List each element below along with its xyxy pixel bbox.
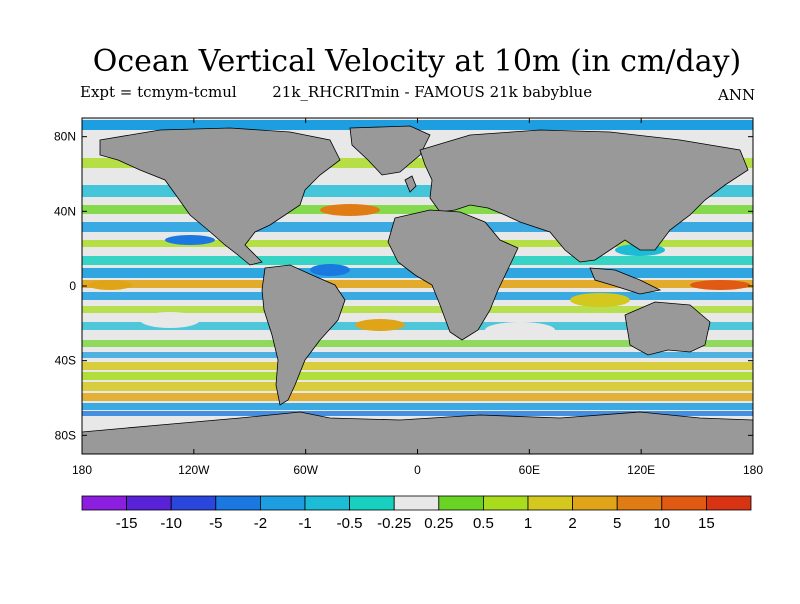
map-area — [82, 118, 753, 454]
x-tick-label: 180 — [72, 463, 92, 477]
experiment-label: Expt = tcmym-tcmul — [80, 83, 237, 101]
x-tick-label: 120E — [627, 463, 655, 477]
colorbar-label: 2 — [568, 515, 576, 532]
colorbar-label: -15 — [116, 515, 138, 532]
y-tick-label: 80N — [54, 130, 76, 144]
colorbar-swatch — [215, 495, 261, 511]
axis-ticks: 80N 40N 0 40S 80S 180 120W 60W 0 60E 120E 180 — [54, 118, 763, 477]
colorbar-label: 15 — [698, 515, 715, 532]
africa — [387, 209, 519, 341]
season-label: ANN — [718, 86, 756, 104]
colorbar-swatch — [304, 495, 350, 511]
colorbar-swatch — [482, 495, 529, 511]
colorbar-label: 0.25 — [424, 515, 453, 532]
x-tick-label: 60W — [293, 463, 318, 477]
x-tick-label: 120W — [178, 463, 210, 477]
south-america — [261, 264, 346, 406]
colorbar-label: 10 — [653, 515, 670, 532]
y-tick-label: 80S — [55, 428, 76, 442]
uk-islands — [404, 175, 417, 193]
y-tick-label: 40N — [54, 204, 76, 218]
colorbar-swatch — [572, 495, 618, 511]
plot-title: Ocean Vertical Velocity at 10m (in cm/da… — [92, 44, 742, 79]
colorbar: -15 -10 -5 -2 -1 -0.5 -0.25 0.25 0.5 1 2 5 10 15 — [81, 495, 752, 532]
colorbar-label: -0.25 — [377, 515, 411, 532]
antarctica — [82, 411, 753, 454]
colorbar-swatch — [393, 495, 440, 511]
colorbar-swatch — [259, 495, 306, 511]
y-tick-label: 40S — [55, 354, 76, 368]
colorbar-label: -2 — [254, 515, 267, 532]
x-tick-label: 60E — [519, 463, 540, 477]
colorbar-label: -0.5 — [337, 515, 363, 532]
colorbar-swatch — [349, 495, 395, 511]
x-tick-label: 0 — [414, 463, 421, 477]
x-tick-label: 180 — [743, 463, 763, 477]
experiment-description: 21k_RHCRITmin - FAMOUS 21k babyblue — [272, 83, 593, 101]
colorbar-swatch — [661, 495, 707, 511]
colorbar-label: -10 — [160, 515, 182, 532]
colorbar-swatch — [527, 495, 573, 511]
colorbar-swatch — [170, 495, 217, 511]
north-america — [99, 127, 341, 266]
colorbar-swatch — [81, 495, 127, 511]
indonesia — [589, 267, 662, 295]
colorbar-label: 1 — [524, 515, 532, 532]
australia — [624, 301, 711, 356]
colorbar-label: -1 — [298, 515, 311, 532]
land-masses — [82, 125, 753, 454]
colorbar-label: 5 — [613, 515, 621, 532]
colorbar-swatch — [126, 495, 172, 511]
colorbar-swatch — [616, 495, 663, 511]
colorbar-swatch — [438, 495, 484, 511]
plot-subtitle: Expt = tcmym-tcmul 21k_RHCRITmin - FAMOU… — [80, 83, 592, 101]
colorbar-label: 0.5 — [473, 515, 494, 532]
colorbar-swatch — [706, 495, 752, 511]
eurasia — [419, 129, 749, 263]
colorbar-label: -5 — [209, 515, 222, 532]
greenland — [349, 125, 431, 176]
y-tick-label: 0 — [69, 279, 76, 293]
